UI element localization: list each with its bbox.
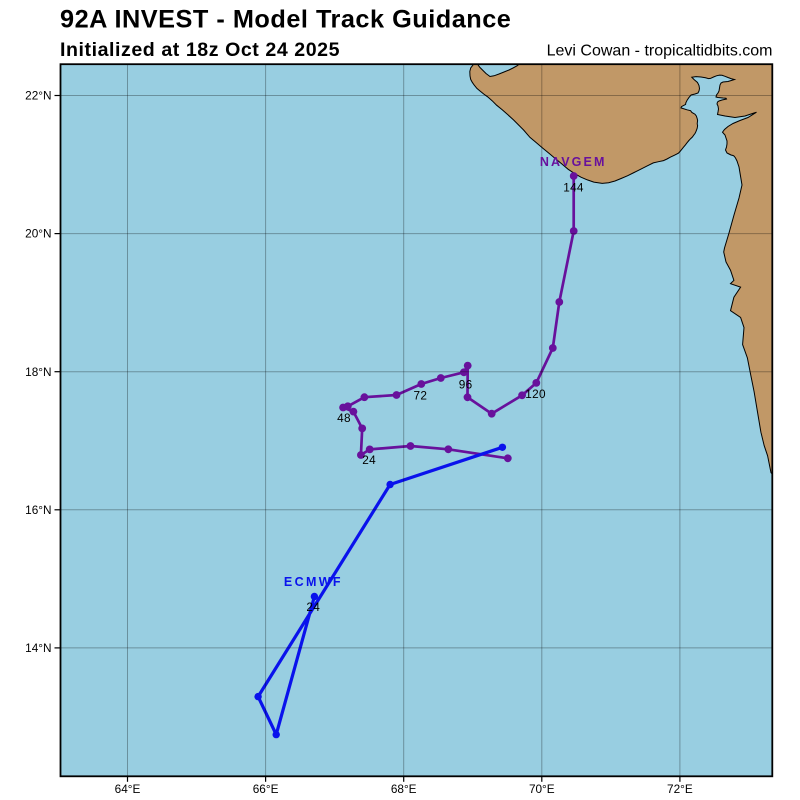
svg-text:120: 120 — [525, 387, 546, 401]
svg-text:14°N: 14°N — [25, 641, 51, 655]
svg-text:NAVGEM: NAVGEM — [540, 155, 607, 169]
svg-text:72: 72 — [414, 388, 428, 402]
svg-text:96: 96 — [459, 378, 473, 392]
svg-text:68°E: 68°E — [391, 782, 417, 796]
svg-text:Levi Cowan - tropicaltidbits.c: Levi Cowan - tropicaltidbits.com — [547, 43, 773, 60]
svg-text:24: 24 — [362, 453, 376, 467]
svg-text:16°N: 16°N — [25, 503, 51, 517]
svg-text:66°E: 66°E — [253, 782, 279, 796]
svg-text:24: 24 — [306, 600, 320, 614]
svg-text:92A INVEST - Model Track Guida: 92A INVEST - Model Track Guidance — [60, 6, 511, 34]
svg-text:64°E: 64°E — [115, 782, 141, 796]
svg-text:48: 48 — [337, 411, 351, 425]
svg-text:18°N: 18°N — [25, 365, 51, 379]
svg-text:Initialized at 18z Oct 24 2025: Initialized at 18z Oct 24 2025 — [60, 39, 340, 61]
svg-text:22°N: 22°N — [25, 89, 51, 103]
svg-text:ECMWF: ECMWF — [284, 575, 343, 589]
svg-text:144: 144 — [563, 181, 584, 195]
svg-text:20°N: 20°N — [25, 227, 51, 241]
svg-text:72°E: 72°E — [667, 782, 693, 796]
svg-text:70°E: 70°E — [529, 782, 555, 796]
